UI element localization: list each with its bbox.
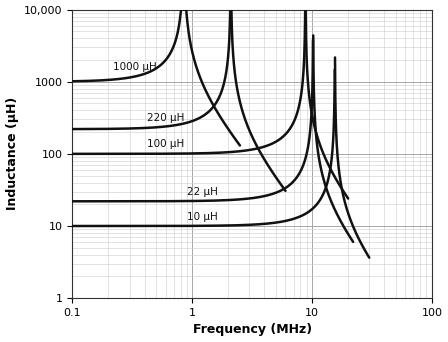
Text: 1000 μH: 1000 μH bbox=[113, 62, 157, 72]
Text: 22 μH: 22 μH bbox=[187, 187, 218, 197]
Y-axis label: Inductance (μH): Inductance (μH) bbox=[5, 97, 18, 210]
X-axis label: Frequency (MHz): Frequency (MHz) bbox=[193, 324, 312, 337]
Text: 10 μH: 10 μH bbox=[187, 212, 217, 222]
Text: 220 μH: 220 μH bbox=[147, 114, 185, 123]
Text: 100 μH: 100 μH bbox=[147, 139, 184, 149]
